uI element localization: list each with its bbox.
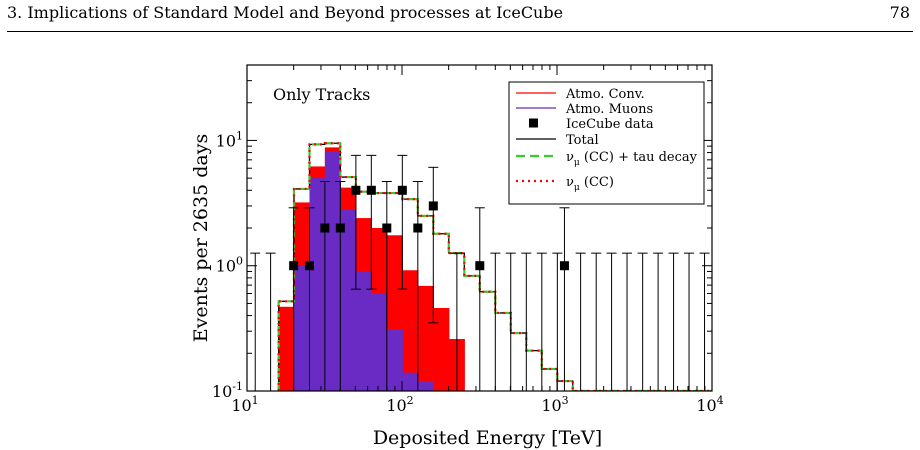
page-number: 78 <box>889 3 910 22</box>
histogram-bar <box>309 178 326 391</box>
histogram-bar <box>371 293 388 391</box>
legend-label: Atmo. Conv. <box>565 87 645 102</box>
y-tick-label: 101 <box>216 129 243 150</box>
x-tick-label: 101 <box>231 394 258 415</box>
data-point <box>320 223 330 233</box>
running-title: 3. Implications of Standard Model and Be… <box>7 3 564 22</box>
data-point <box>289 261 299 271</box>
y-axis-title: Events per 2635 days <box>190 134 212 342</box>
legend-swatch <box>529 118 538 128</box>
data-point <box>559 261 569 271</box>
series-line <box>277 142 712 391</box>
histogram-bar <box>386 329 403 391</box>
data-point <box>335 223 345 233</box>
x-tick-label: 104 <box>696 394 723 415</box>
legend-label: νμ (CC) <box>566 175 614 193</box>
y-tick-label: 100 <box>216 255 243 276</box>
legend-box <box>508 81 705 205</box>
histogram-bar <box>293 265 311 391</box>
histogram-bar <box>417 285 434 391</box>
data-point <box>428 201 438 211</box>
histogram-bar <box>433 307 450 391</box>
y-tick-label: 10-1 <box>212 380 243 401</box>
data-point <box>475 261 485 271</box>
histogram-bar <box>340 209 357 391</box>
x-axis-title: Deposited Energy [TeV] <box>373 427 602 449</box>
histogram-bar <box>402 270 419 391</box>
data-point <box>366 185 376 195</box>
x-tick-label: 103 <box>541 394 568 415</box>
histogram-bar <box>417 381 434 391</box>
plot-annotation: Only Tracks <box>273 85 370 104</box>
data-point <box>382 223 392 233</box>
data-point <box>304 261 314 271</box>
histogram-bar <box>324 151 341 391</box>
histogram-bar <box>278 306 295 391</box>
data-point <box>351 185 361 195</box>
legend-label: νμ (CC) + tau decay <box>566 150 698 168</box>
data-point <box>397 185 407 195</box>
x-tick-label: 102 <box>386 394 413 415</box>
histogram-bar <box>355 271 372 391</box>
legend-label: Total <box>566 133 599 148</box>
data-point <box>413 223 423 233</box>
series-line <box>277 142 712 391</box>
legend-label: IceCube data <box>566 117 654 132</box>
header-rule <box>7 31 913 32</box>
legend-label: Atmo. Muons <box>565 102 653 117</box>
histogram-bar <box>402 372 419 391</box>
running-header: 3. Implications of Standard Model and Be… <box>0 0 920 40</box>
